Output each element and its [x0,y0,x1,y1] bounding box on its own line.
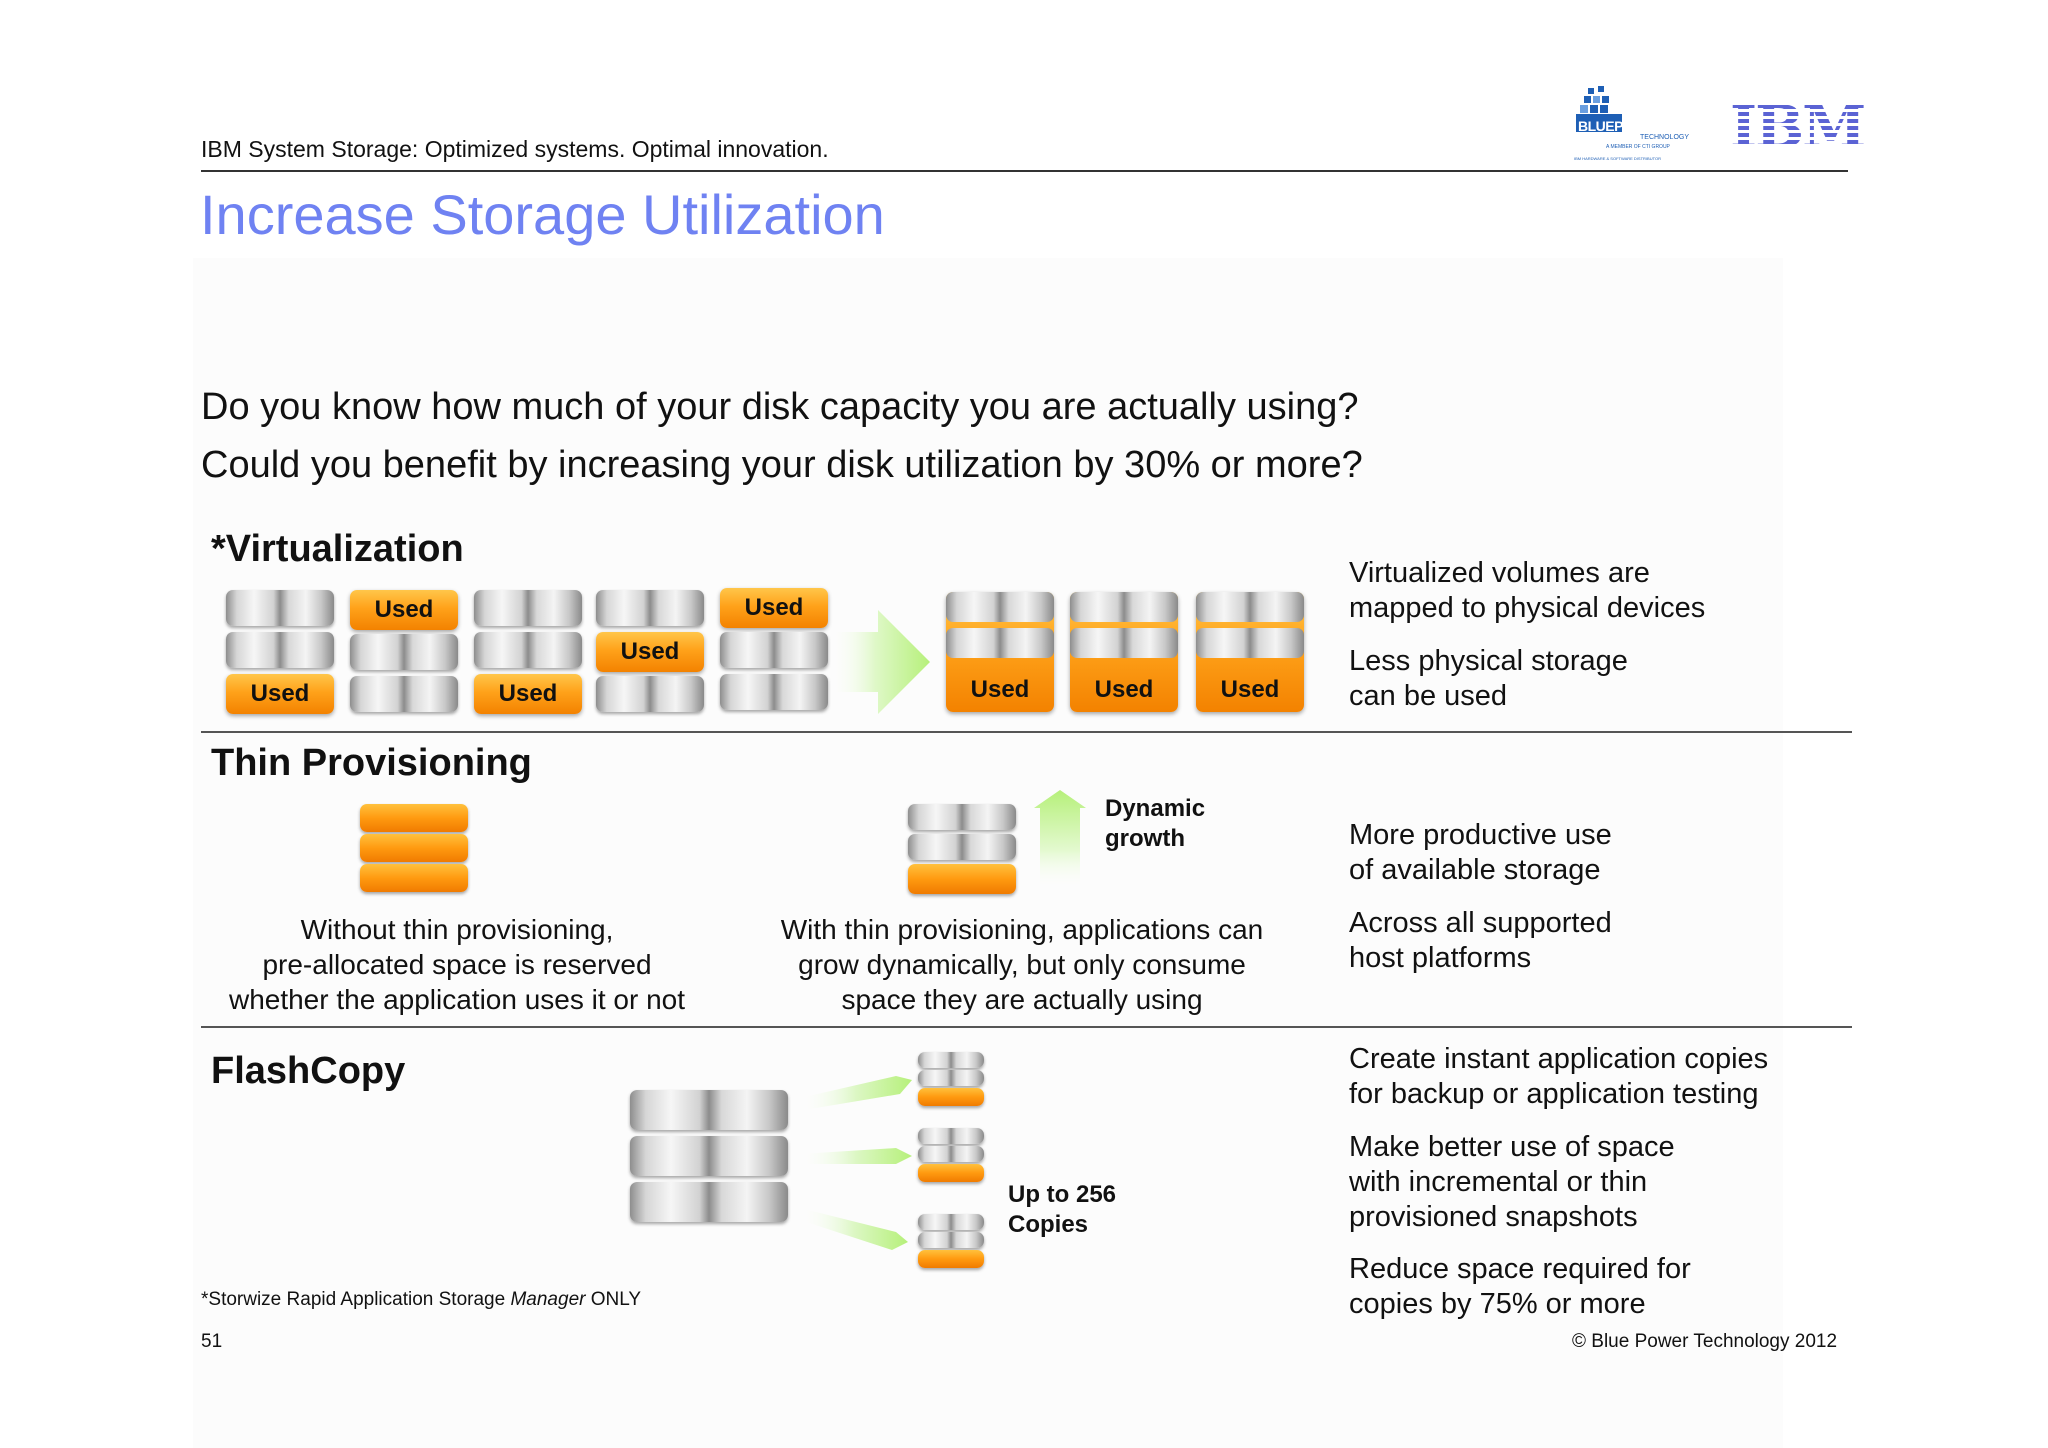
desc-line: with incremental or thin [1349,1166,1648,1198]
flashcopy-desc-2: Make better use of space with incrementa… [1349,1130,1675,1235]
question-2: Could you benefit by increasing your dis… [201,444,1363,486]
bluepower-logo-sub: TECHNOLOGY [1640,134,1690,141]
used-label: Used [1094,676,1154,703]
copies-label: Up to 256 Copies [1008,1180,1116,1240]
desc-line: can be used [1349,680,1508,712]
page-title: Increase Storage Utilization [200,183,885,246]
bluepower-logo-line1: A MEMBER OF CTI GROUP [1606,144,1670,150]
label-line: growth [1105,825,1185,852]
label-line: Dynamic [1105,795,1206,822]
copy-arrows-icon [800,1076,912,1250]
desc-line: Virtualized volumes are [1349,557,1650,589]
caption-line: pre-allocated space is reserved [262,949,652,980]
used-label: Used [350,590,458,630]
header-rule [201,170,1848,172]
label-line: Copies [1008,1211,1089,1238]
flashcopy-desc-1: Create instant application copies for ba… [1349,1042,1768,1112]
question-1: Do you know how much of your disk capaci… [201,386,1359,428]
desc-line: Reduce space required for [1349,1253,1691,1285]
section-divider [201,1026,1852,1028]
bluepower-logo-name: BLUEPOWER [1578,118,1665,134]
desc-line: More productive use [1349,819,1612,851]
desc-line: copies by 75% or more [1349,1288,1646,1320]
caption-line: Without thin provisioning, [300,914,614,945]
virtualization-desc-1: Virtualized volumes are mapped to physic… [1349,556,1705,626]
bluepower-pixel-icon [1576,86,1622,132]
flashcopy-title: FlashCopy [211,1050,406,1092]
desc-line: of available storage [1349,854,1601,886]
desc-line: host platforms [1349,942,1532,974]
used-label: Used [474,674,582,714]
footnote-suffix: ONLY [585,1289,642,1310]
desc-line: Make better use of space [1349,1131,1675,1163]
caption-line: With thin provisioning, applications can [780,914,1264,945]
desc-line: Create instant application copies [1349,1043,1769,1075]
thin-provisioning-title: Thin Provisioning [211,742,532,784]
virtualization-title: *Virtualization [211,528,464,570]
footnote-text: *Storwize Rapid Application Storage [201,1289,511,1310]
dynamic-growth-label: Dynamic growth [1105,794,1205,854]
caption-without-thin: Without thin provisioning, pre-allocated… [200,912,714,1017]
ibm-logo: IBM [1730,93,1866,161]
used-volume: Used [1196,592,1304,712]
label-line: Up to 256 [1008,1181,1117,1208]
used-label: Used [226,674,334,714]
header-tagline: IBM System Storage: Optimized systems. O… [201,136,829,162]
section-divider [201,731,1852,733]
bluepower-logo: BLUEPOWER TECHNOLOGY A MEMBER OF CTI GRO… [1572,84,1692,164]
virtualization-desc-2: Less physical storage can be used [1349,644,1628,714]
caption-with-thin: With thin provisioning, applications can… [752,912,1292,1017]
desc-line: Less physical storage [1349,645,1628,677]
used-volume: Used [946,592,1054,712]
bluepower-logo-line2: IBM HARDWARE & SOFTWARE DISTRIBUTOR [1574,156,1661,161]
caption-line: whether the application uses it or not [228,984,686,1015]
copyright: © Blue Power Technology 2012 [1572,1331,1838,1352]
caption-line: grow dynamically, but only consume [798,949,1246,980]
footnote: *Storwize Rapid Application Storage Mana… [201,1289,641,1311]
footnote-italic: Manager [510,1289,586,1310]
flashcopy-desc-3: Reduce space required for copies by 75% … [1349,1252,1691,1322]
desc-line: Across all supported [1349,907,1612,939]
desc-line: provisioned snapshots [1349,1201,1638,1233]
used-label: Used [596,632,704,672]
arrow-up-icon [1034,790,1086,890]
arrow-right-icon [830,610,930,714]
used-label: Used [970,676,1030,703]
caption-line: space they are actually using [841,984,1203,1015]
used-label: Used [720,588,828,628]
thin-desc-2: Across all supported host platforms [1349,906,1612,976]
page-number: 51 [201,1331,223,1352]
thin-desc-1: More productive use of available storage [1349,818,1612,888]
used-volume: Used [1070,592,1178,712]
desc-line: mapped to physical devices [1349,592,1706,624]
desc-line: for backup or application testing [1349,1078,1759,1110]
used-label: Used [1220,676,1280,703]
